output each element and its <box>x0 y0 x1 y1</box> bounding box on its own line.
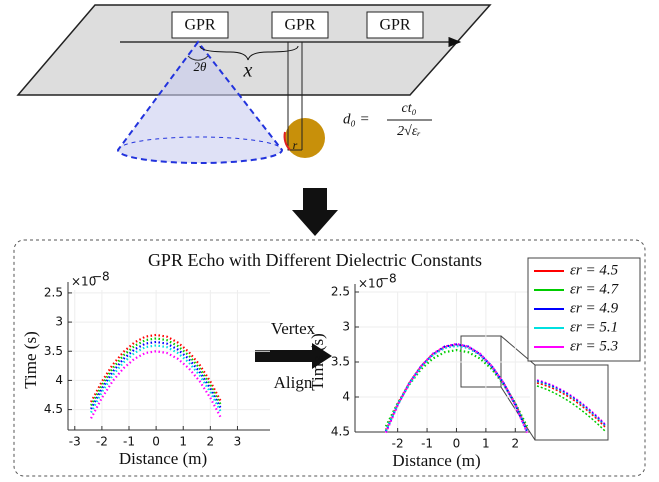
x-label: x <box>243 60 253 82</box>
gpr-box <box>366 11 424 39</box>
y-tick-label: 4 <box>55 373 63 387</box>
align-arrow <box>255 343 332 369</box>
x-tick-label: -2 <box>392 437 404 451</box>
panel <box>13 239 646 477</box>
distance-brace <box>199 45 299 61</box>
radius-arc <box>283 131 291 151</box>
x-tick-label: 0 <box>152 435 160 449</box>
arrow-label: Vertex <box>271 319 316 338</box>
angle-arc <box>187 55 209 61</box>
y-tick-label: 4.5 <box>44 402 63 416</box>
radar-cone <box>116 40 284 164</box>
down-arrow <box>292 188 338 236</box>
series-line <box>90 337 223 407</box>
zoom-curves <box>536 379 607 433</box>
angle-label: 2θ <box>194 59 208 74</box>
x-axis-label: Distance (m) <box>119 449 207 468</box>
series-line <box>90 340 223 410</box>
r-label: r <box>293 138 298 152</box>
y-scale-base: ×10 <box>71 275 96 289</box>
formula-lhs: d₀ = <box>343 111 370 127</box>
gpr-label: GPR <box>284 17 315 34</box>
target <box>285 118 325 158</box>
legend-label: εr = 4.7 <box>570 281 620 297</box>
y-tick-label: 3.5 <box>44 344 63 358</box>
gpr-box <box>171 11 229 39</box>
series-line <box>90 344 223 414</box>
series-line <box>384 343 529 432</box>
cone-back <box>117 136 283 151</box>
y-tick-label: 2.5 <box>331 285 350 299</box>
x-tick-label: 2 <box>511 437 519 451</box>
formula-denominator: 2√εᵣ <box>397 124 421 139</box>
y-scale-exponent: −8 <box>92 270 110 284</box>
series-line <box>90 333 223 403</box>
y-tick-label: 3 <box>342 320 350 334</box>
y-tick-label: 3 <box>55 315 63 329</box>
x-tick-label: 0 <box>453 437 461 451</box>
y-scale-exponent: −8 <box>379 272 397 286</box>
series-line <box>90 350 223 419</box>
x-tick-label: -2 <box>96 435 108 449</box>
zoom-connector <box>500 386 536 441</box>
y-axis-label: Time (s) <box>308 333 327 390</box>
arrow-label: Align <box>274 373 313 392</box>
x-axis-label: Distance (m) <box>392 451 480 470</box>
series-line <box>384 344 529 432</box>
x-tick-label: 2 <box>207 435 215 449</box>
x-tick-label: -1 <box>123 435 135 449</box>
gpr-label: GPR <box>184 17 215 34</box>
legend-label: εr = 5.1 <box>570 319 618 335</box>
y-axis-label: Time (s) <box>21 331 40 388</box>
x-tick-label: -1 <box>421 437 433 451</box>
x-tick-label: 3 <box>234 435 242 449</box>
y-tick-label: 3.5 <box>331 355 350 369</box>
depth-line <box>287 42 303 151</box>
panel-title: GPR Echo with Different Dielectric Const… <box>148 250 482 270</box>
gpr-box <box>271 11 329 39</box>
y-scale-base: ×10 <box>358 277 383 291</box>
x-tick-label: -3 <box>69 435 81 449</box>
legend-label: εr = 5.3 <box>570 338 618 354</box>
legend-label: εr = 4.9 <box>570 300 619 316</box>
formula-numerator: ct₀ <box>402 101 417 116</box>
gpr-label: GPR <box>379 17 410 34</box>
x-tick-label: 1 <box>482 437 490 451</box>
zoom-inset <box>534 364 609 441</box>
y-tick-label: 4 <box>342 390 350 404</box>
legend-label: εr = 4.5 <box>570 262 619 278</box>
y-tick-label: 4.5 <box>331 425 350 439</box>
y-tick-label: 2.5 <box>44 285 63 299</box>
x-tick-label: 1 <box>179 435 187 449</box>
